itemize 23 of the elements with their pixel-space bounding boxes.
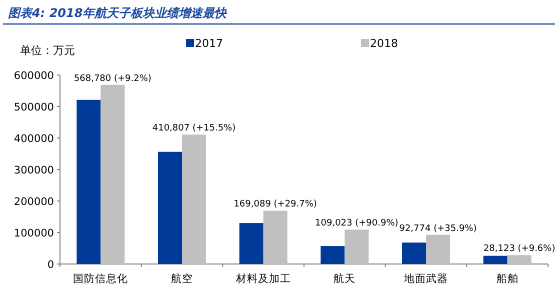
- value-label: 92,774 (+35.9%): [399, 224, 477, 234]
- ytick: 100000: [14, 228, 54, 240]
- value-label: 169,089 (+29.7%): [234, 200, 317, 210]
- ytick: 0: [47, 259, 54, 271]
- value-label: 410,807 (+15.5%): [152, 124, 236, 134]
- ylabel: 单位：万元: [20, 44, 75, 57]
- ytick: 400000: [14, 133, 54, 145]
- xtick: 航天: [334, 273, 356, 285]
- legend-label: 2018: [370, 37, 398, 50]
- value-label: 28,123 (+9.6%): [483, 244, 556, 254]
- xtick: 航空: [171, 273, 193, 285]
- ytick: 200000: [14, 196, 54, 208]
- ytick: 500000: [14, 102, 54, 114]
- xtick: 地面武器: [404, 273, 448, 285]
- xtick: 材料及加工: [236, 273, 291, 285]
- value-label: 568,780 (+9.2%): [74, 74, 152, 84]
- xtick: 船舶: [496, 273, 518, 285]
- xtick: 国防信息化: [73, 273, 128, 285]
- ytick: 600000: [14, 70, 54, 82]
- value-label: 109,023 (+90.9%): [315, 218, 398, 229]
- title: 图表4: 2018年航天子板块业绩增速最快: [8, 6, 227, 20]
- legend-label: 2017: [195, 37, 223, 50]
- ytick: 300000: [14, 164, 54, 176]
